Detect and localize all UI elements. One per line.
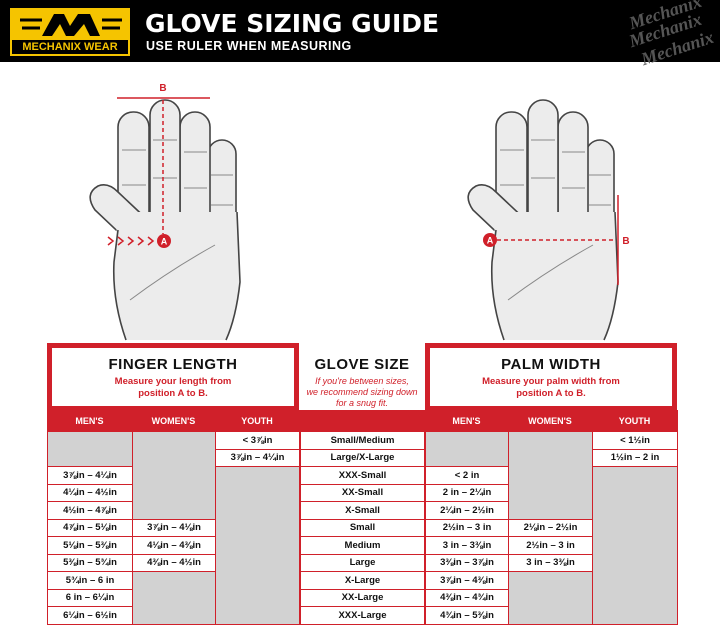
column-header: WOMEN'S: [528, 415, 572, 426]
empty-cell: [592, 466, 678, 625]
empty-cell: [508, 431, 593, 520]
table-cell: 4¾in – 5⅜in: [425, 606, 509, 625]
table-cell: 4⅜in – 4¾in: [425, 588, 509, 607]
table-cell: 6 in – 6¼in: [47, 588, 133, 607]
table-cell: 3⅞in – 4¼in: [47, 466, 133, 485]
subtitle: USE RULER WHEN MEASURING: [146, 39, 352, 53]
table-cell: 2½in – 3 in: [508, 536, 593, 555]
table-cell: 5⅛in – 5⅜in: [47, 536, 133, 555]
size-cell: XXX-Small: [300, 466, 425, 485]
table-cell: 2⅛in – 2½in: [508, 518, 593, 537]
table-cell: 3⅞in – 4¼in: [215, 448, 300, 467]
section-box: [52, 348, 294, 406]
column-header: WOMEN'S: [151, 415, 196, 426]
empty-cell: [47, 431, 133, 467]
size-cell: Large/X-Large: [300, 448, 425, 467]
column-header: YOUTH: [618, 415, 651, 426]
logo: MECHANIX WEAR: [10, 8, 130, 56]
column-header-bar: [47, 410, 678, 431]
size-cell: Large: [300, 553, 425, 572]
table-cell: 4½in – 4⅞in: [47, 501, 133, 520]
empty-cell: [215, 466, 300, 625]
section-description: position A to B.: [138, 388, 208, 399]
section-box: [430, 348, 672, 406]
table-cell: 5⅜in – 5¾in: [47, 553, 133, 572]
size-cell: Small/Medium: [300, 431, 425, 450]
point-label: B: [622, 236, 629, 247]
hand-diagrams: B A A B: [89, 83, 630, 341]
table-cell: < 2 in: [425, 466, 509, 485]
table-cell: 1½in – 2 in: [592, 448, 678, 467]
section-title: FINGER LENGTH: [108, 356, 238, 373]
point-label: A: [161, 237, 168, 247]
table-cell: 4⅜in – 4½in: [132, 553, 216, 572]
table-cell: 4¼in – 4½in: [47, 483, 133, 502]
table-cell: 3⅞in – 4⅜in: [425, 571, 509, 590]
empty-cell: [508, 571, 593, 625]
table-cell: 2 in – 2¼in: [425, 483, 509, 502]
table-cell: 2½in – 3 in: [425, 518, 509, 537]
logo-mark: [20, 14, 122, 36]
table-cell: 5¾in – 6 in: [47, 571, 133, 590]
size-cell: Medium: [300, 536, 425, 555]
size-note: for a snug fit.: [335, 398, 389, 408]
column-header: MEN'S: [75, 415, 104, 426]
size-note: we recommend sizing down: [306, 387, 418, 397]
column-header: MEN'S: [452, 415, 481, 426]
table-cell: < 3⅞in: [215, 431, 300, 450]
title: GLOVE SIZING GUIDE: [145, 9, 440, 38]
empty-cell: [425, 431, 509, 467]
section-description: position A to B.: [516, 388, 586, 399]
size-cell: X-Large: [300, 571, 425, 590]
empty-cell: [132, 571, 216, 625]
table-cell: 4⅛in – 4⅜in: [132, 536, 216, 555]
section-description: Measure your palm width from: [482, 376, 620, 387]
table-cell: 3⅞in – 4⅛in: [132, 518, 216, 537]
table-cell: 6¼in – 6½in: [47, 606, 133, 625]
table-cell: 2¼in – 2½in: [425, 501, 509, 520]
size-cell: X-Small: [300, 501, 425, 520]
column-header: YOUTH: [241, 415, 273, 426]
table-cell: 3 in – 3⅜in: [508, 553, 593, 572]
empty-cell: [132, 431, 216, 520]
point-label: B: [159, 83, 166, 94]
size-cell: XX-Large: [300, 588, 425, 607]
table-cell: < 1½in: [592, 431, 678, 450]
section-title: GLOVE SIZE: [314, 356, 410, 373]
table-cell: 3 in – 3⅜in: [425, 536, 509, 555]
section-description: Measure your length from: [114, 376, 232, 387]
size-cell: Small: [300, 518, 425, 537]
logo-text: MECHANIX WEAR: [12, 40, 128, 54]
table-cell: 4⅞in – 5⅛in: [47, 518, 133, 537]
size-cell: XX-Small: [300, 483, 425, 502]
table-cell: 3⅜in – 3⅞in: [425, 553, 509, 572]
size-note: If you're between sizes,: [315, 376, 409, 386]
section-title: PALM WIDTH: [501, 356, 601, 373]
point-label: A: [487, 236, 494, 246]
size-cell: XXX-Large: [300, 606, 425, 625]
